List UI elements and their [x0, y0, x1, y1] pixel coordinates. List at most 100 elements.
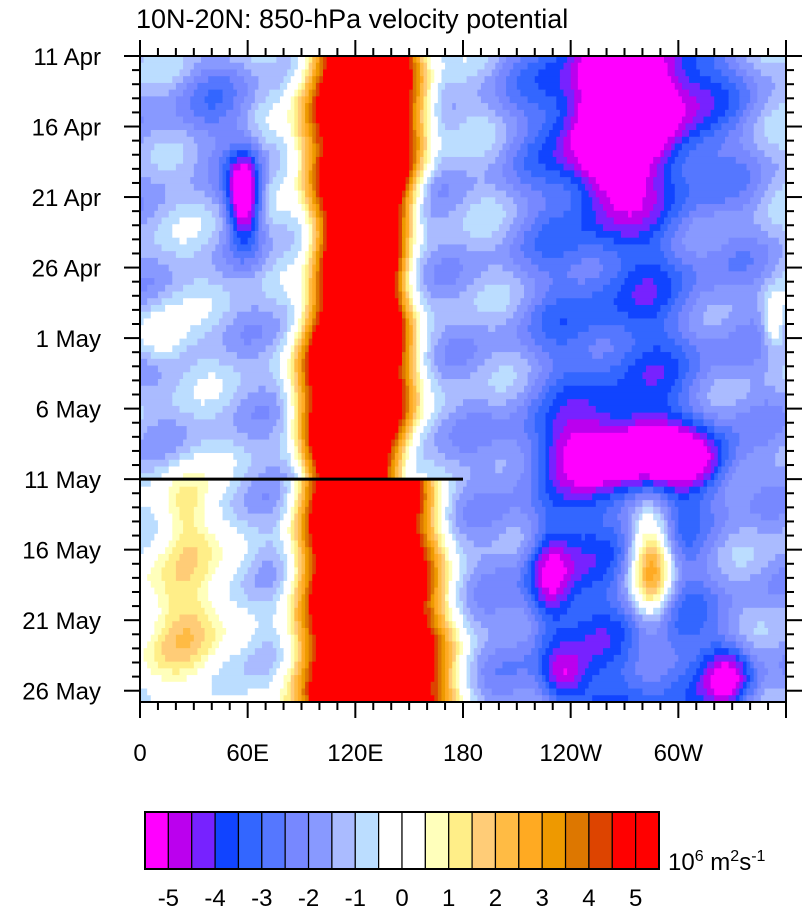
heatmap-cell	[775, 170, 787, 178]
heatmap-cell	[545, 439, 554, 447]
heatmap-cell	[437, 648, 443, 656]
heatmap-cell	[538, 627, 547, 636]
heatmap-cell	[140, 695, 152, 703]
heatmap-cell	[714, 654, 737, 663]
heatmap-cell	[455, 634, 461, 643]
heatmap-cell	[208, 237, 220, 246]
heatmap-cell	[258, 217, 263, 225]
heatmap-cell	[222, 224, 227, 232]
heatmap-cell	[552, 123, 565, 131]
heatmap-cell	[218, 500, 231, 508]
heatmap-cell	[753, 318, 762, 326]
heatmap-cell	[218, 392, 234, 400]
heatmap-cell	[735, 661, 744, 669]
heatmap-cell	[707, 553, 719, 562]
heatmap-cell	[642, 533, 658, 542]
heatmap-cell	[247, 688, 281, 696]
heatmap-cell	[416, 103, 421, 111]
heatmap-cell	[577, 109, 687, 118]
heatmap-cell	[552, 150, 565, 158]
heatmap-cell	[427, 580, 432, 589]
heatmap-cell	[631, 513, 640, 521]
heatmap-cell	[312, 654, 317, 663]
heatmap-cell	[312, 675, 435, 683]
heatmap-cell	[599, 197, 611, 205]
heatmap-cell	[211, 183, 220, 192]
heatmap-cell	[233, 251, 256, 259]
heatmap-cell	[434, 493, 439, 501]
heatmap-cell	[656, 627, 669, 636]
heatmap-cell	[480, 648, 496, 656]
heatmap-cell	[463, 547, 518, 555]
heatmap-cell	[387, 459, 392, 468]
heatmap-cell	[764, 264, 776, 272]
heatmap-cell	[326, 217, 399, 225]
heatmap-cell	[437, 654, 443, 663]
heatmap-cell	[459, 459, 496, 468]
x-tick-label: 120W	[539, 740, 602, 767]
heatmap-cell	[538, 69, 561, 77]
heatmap-cell	[620, 264, 636, 272]
heatmap-cell	[638, 230, 654, 239]
heatmap-cell	[509, 224, 522, 232]
heatmap-cell	[391, 453, 396, 461]
heatmap-cell	[416, 197, 425, 205]
heatmap-cell	[441, 634, 446, 643]
heatmap-cell	[556, 688, 586, 696]
heatmap-cell	[631, 574, 636, 582]
heatmap-cell	[412, 338, 417, 346]
heatmap-cell	[265, 183, 270, 192]
heatmap-cell	[423, 170, 432, 178]
heatmap-cell	[297, 446, 303, 454]
heatmap-cell	[624, 540, 629, 548]
heatmap-cell	[409, 224, 414, 232]
heatmap-cell	[448, 500, 453, 508]
heatmap-cell	[405, 311, 410, 320]
heatmap-cell	[308, 163, 313, 171]
heatmap-cell	[567, 439, 705, 447]
colorbar-box	[471, 811, 497, 870]
heatmap-cell	[520, 338, 536, 346]
heatmap-cell	[251, 338, 274, 346]
heatmap-cell	[782, 224, 787, 232]
heatmap-cell	[455, 641, 461, 649]
heatmap-cell	[635, 338, 676, 346]
heatmap-cell	[427, 76, 432, 84]
heatmap-cell	[552, 614, 561, 622]
heatmap-cell	[276, 143, 288, 151]
heatmap-cell	[430, 136, 443, 145]
heatmap-cell	[624, 675, 644, 683]
heatmap-cell	[681, 204, 697, 212]
heatmap-cell	[570, 123, 575, 131]
heatmap-cell	[305, 547, 310, 555]
heatmap-cell	[710, 109, 726, 118]
heatmap-cell	[419, 89, 425, 97]
heatmap-cell	[663, 601, 669, 609]
heatmap-cell	[473, 654, 478, 663]
heatmap-cell	[656, 379, 676, 387]
heatmap-cell	[140, 668, 152, 676]
heatmap-cell	[642, 513, 654, 521]
heatmap-cell	[437, 506, 443, 515]
heatmap-cell	[649, 224, 661, 232]
heatmap-cell	[204, 96, 224, 104]
heatmap-cell	[739, 190, 755, 198]
heatmap-cell	[674, 601, 683, 609]
heatmap-cell	[193, 278, 209, 286]
heatmap-cell	[401, 278, 407, 286]
heatmap-cell	[308, 224, 313, 232]
heatmap-cell	[179, 379, 199, 387]
heatmap-cell	[581, 89, 679, 97]
heatmap-cell	[534, 136, 547, 145]
heatmap-cell	[279, 493, 285, 501]
heatmap-cell	[534, 634, 543, 643]
heatmap-cell	[678, 224, 690, 232]
heatmap-cell	[301, 506, 306, 515]
heatmap-cell	[301, 177, 306, 185]
heatmap-cell	[287, 143, 295, 151]
heatmap-cell	[315, 123, 321, 131]
heatmap-cell	[222, 311, 238, 320]
heatmap-cell	[552, 648, 604, 656]
heatmap-cell	[552, 432, 561, 441]
heatmap-cell	[714, 661, 722, 669]
